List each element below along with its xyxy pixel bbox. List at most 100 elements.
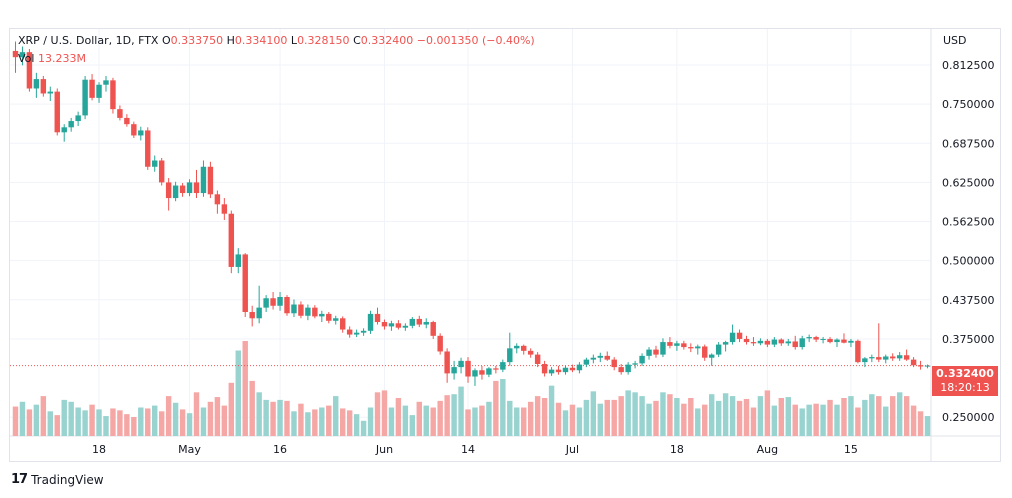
candle-body <box>653 349 659 355</box>
x-tick-label: 15 <box>844 443 858 456</box>
x-tick-label: Aug <box>757 443 778 456</box>
volume-bar <box>862 399 868 436</box>
volume-bar <box>632 392 638 436</box>
volume-bar <box>444 395 450 436</box>
volume-bar <box>722 393 729 436</box>
candle-body <box>757 340 764 344</box>
candle-body <box>263 298 269 308</box>
volume-bar <box>889 396 896 436</box>
candle-body <box>625 364 631 373</box>
candle-body <box>562 367 569 373</box>
candle-body <box>646 349 652 356</box>
currency-label[interactable]: USD <box>943 34 967 47</box>
candle-body <box>360 330 367 333</box>
candle-body <box>785 341 791 344</box>
candle-body <box>486 368 492 375</box>
volume-bar <box>834 404 840 436</box>
candle-body <box>583 359 590 365</box>
volume-bar <box>625 390 631 436</box>
symbol-label[interactable]: XRP / U.S. Dollar, 1D, FTX <box>18 34 159 47</box>
candle-body <box>604 355 610 360</box>
volume-bar <box>848 396 854 436</box>
close-label: C <box>353 34 361 47</box>
branding[interactable]: 𝟭𝟳 TradingView <box>11 472 104 487</box>
y-tick-label: 0.625000 <box>942 176 995 189</box>
x-tick-label: Jul <box>565 443 579 456</box>
volume-bar <box>33 404 40 436</box>
volume-bar <box>333 396 339 436</box>
volume-bar <box>284 400 290 436</box>
volume-bar <box>590 391 597 436</box>
candle-body <box>451 367 457 374</box>
volume-bar <box>402 405 409 436</box>
candle-body <box>667 342 673 346</box>
candle-body <box>200 166 207 194</box>
y-tick-label: 0.500000 <box>942 255 995 268</box>
y-tick-label: 0.812500 <box>942 59 995 72</box>
candle-body <box>674 343 680 346</box>
candle-body <box>792 341 798 348</box>
candle-body <box>764 340 771 345</box>
x-tick-label: 18 <box>670 443 684 456</box>
candle-body <box>270 298 276 306</box>
candle-body <box>82 79 88 116</box>
bar-countdown: 18:20:13 <box>940 381 990 394</box>
candle-body <box>771 339 778 345</box>
volume-bar <box>235 350 241 436</box>
candle-body <box>152 160 158 167</box>
candle-body <box>597 355 604 358</box>
candle-body <box>750 342 757 344</box>
volume-bar <box>841 398 847 436</box>
candle-body <box>869 357 875 359</box>
candle-body <box>89 79 95 98</box>
volume-bar <box>486 401 492 436</box>
volume-bar <box>291 411 297 436</box>
volume-bar <box>430 407 436 436</box>
candle-body <box>423 322 429 325</box>
volume-bar <box>764 390 771 436</box>
candle-body <box>353 332 360 335</box>
candle-body <box>333 318 339 321</box>
volume-bar <box>695 408 701 436</box>
volume-bar <box>96 409 102 436</box>
candle-body <box>26 52 33 89</box>
chart-frame <box>9 28 1001 462</box>
low-value: 0.328150 <box>297 34 350 47</box>
last-price-tag: 0.332400 18:20:13 <box>932 366 998 396</box>
volume-bar <box>715 400 722 436</box>
candle-body <box>660 342 666 355</box>
volume-bar <box>514 407 520 436</box>
candle-body <box>702 346 708 358</box>
volume-bar <box>117 410 123 436</box>
candle-body <box>848 340 854 343</box>
y-tick-label: 0.750000 <box>942 98 995 111</box>
candle-body <box>214 194 221 205</box>
volume-bar <box>256 392 262 436</box>
x-tick-label: Jun <box>375 443 393 456</box>
volume-bar <box>472 407 478 436</box>
candle-body <box>618 367 624 373</box>
volume-bar <box>200 407 207 436</box>
volume-bar <box>110 408 116 436</box>
volume-bar <box>674 398 680 436</box>
candle-body <box>117 109 123 118</box>
volume-bar <box>131 417 137 436</box>
candle-body <box>179 185 186 194</box>
candle-body <box>743 338 750 343</box>
volume-bar <box>193 392 200 436</box>
volume-bar <box>855 407 861 436</box>
candle-body <box>277 296 283 306</box>
volume-label: Vol <box>18 52 35 65</box>
candle-body <box>639 355 645 364</box>
candle-body <box>493 368 499 370</box>
volume-bar <box>743 398 750 436</box>
candle-body <box>541 363 548 374</box>
candle-body <box>514 345 520 349</box>
volume-bar <box>771 405 778 436</box>
volume-bar <box>242 341 248 436</box>
volume-bar <box>221 405 228 436</box>
volume-bar <box>353 414 360 436</box>
candle-body <box>221 204 228 214</box>
volume-bar <box>618 396 624 436</box>
